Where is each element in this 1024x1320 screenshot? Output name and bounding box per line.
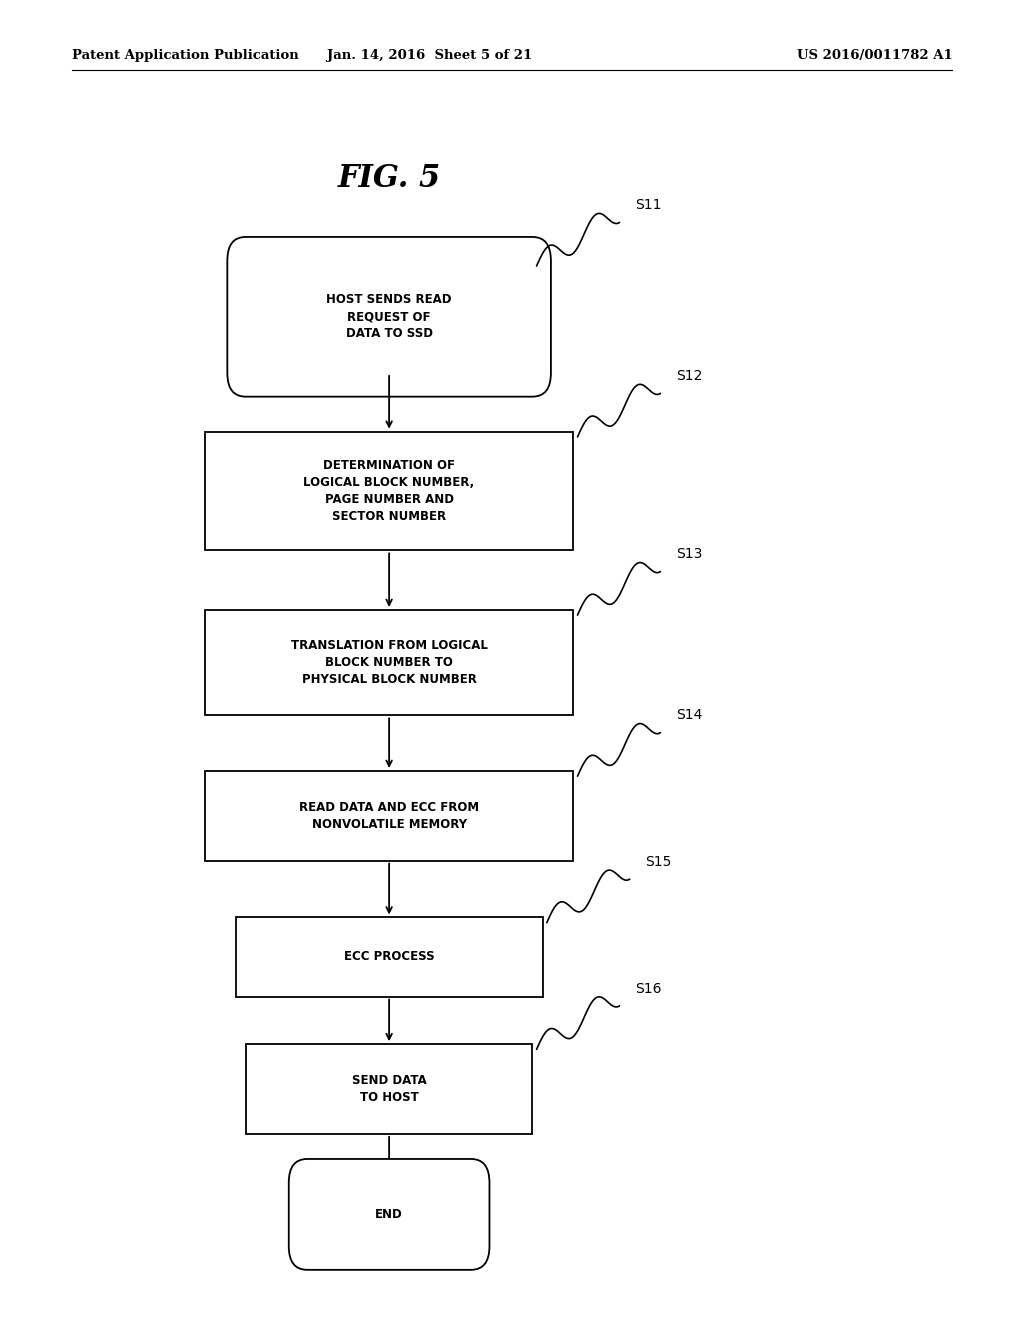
Text: HOST SENDS READ
REQUEST OF
DATA TO SSD: HOST SENDS READ REQUEST OF DATA TO SSD [327, 293, 452, 341]
FancyBboxPatch shape [227, 238, 551, 396]
Text: Jan. 14, 2016  Sheet 5 of 21: Jan. 14, 2016 Sheet 5 of 21 [328, 49, 532, 62]
Bar [236, 917, 543, 997]
Text: SEND DATA
TO HOST: SEND DATA TO HOST [352, 1074, 426, 1104]
Text: END: END [375, 1208, 403, 1221]
Text: TRANSLATION FROM LOGICAL
BLOCK NUMBER TO
PHYSICAL BLOCK NUMBER: TRANSLATION FROM LOGICAL BLOCK NUMBER TO… [291, 639, 487, 686]
Bar [205, 771, 573, 861]
Bar [205, 432, 573, 550]
Text: US 2016/0011782 A1: US 2016/0011782 A1 [797, 49, 952, 62]
Text: READ DATA AND ECC FROM
NONVOLATILE MEMORY: READ DATA AND ECC FROM NONVOLATILE MEMOR… [299, 801, 479, 830]
Text: FIG. 5: FIG. 5 [338, 162, 440, 194]
Text: ECC PROCESS: ECC PROCESS [344, 950, 434, 964]
Text: S13: S13 [676, 548, 702, 561]
Text: S11: S11 [635, 198, 662, 213]
FancyBboxPatch shape [289, 1159, 489, 1270]
Text: DETERMINATION OF
LOGICAL BLOCK NUMBER,
PAGE NUMBER AND
SECTOR NUMBER: DETERMINATION OF LOGICAL BLOCK NUMBER, P… [303, 459, 475, 523]
Text: S15: S15 [645, 855, 672, 869]
Text: S12: S12 [676, 370, 702, 383]
Text: S14: S14 [676, 709, 702, 722]
Text: S16: S16 [635, 982, 662, 995]
Text: Patent Application Publication: Patent Application Publication [72, 49, 298, 62]
Bar [205, 610, 573, 715]
Bar [246, 1044, 532, 1134]
